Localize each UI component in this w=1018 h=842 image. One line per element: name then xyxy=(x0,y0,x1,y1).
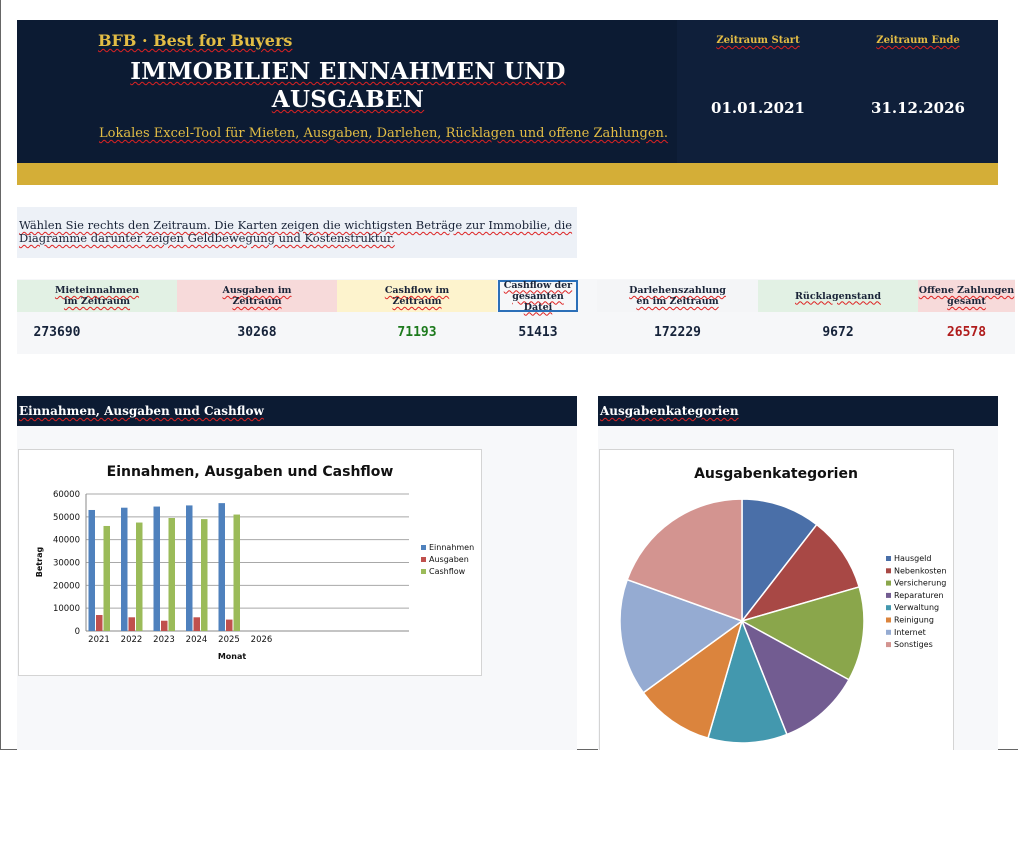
bar-ausgaben xyxy=(193,617,200,631)
kpi-value-2: 71193 xyxy=(397,325,437,340)
y-tick-label: 0 xyxy=(75,627,80,637)
legend-label: Reinigung xyxy=(894,616,934,625)
bar-einnahmen xyxy=(218,503,225,631)
bar-einnahmen xyxy=(121,507,128,631)
pie-slice-reparaturen xyxy=(740,619,850,736)
page-subtitle: Lokales Excel-Tool für Mieten, Ausgaben,… xyxy=(99,126,669,141)
bar-einnahmen xyxy=(153,506,160,631)
pie-slice-verwaltung xyxy=(707,618,788,744)
bar-einnahmen xyxy=(88,509,95,631)
period-panel xyxy=(677,20,998,163)
pie-slice-hausgeld xyxy=(741,498,818,624)
section-header-categories: Ausgabenkategorien xyxy=(598,396,998,426)
legend-label: Hausgeld xyxy=(894,554,931,563)
period-start-label: Zeitraum Start xyxy=(716,35,800,46)
pie-slice-reinigung xyxy=(642,619,744,740)
legend-label: Reparaturen xyxy=(894,591,944,600)
x-tick-label: 2024 xyxy=(186,635,208,645)
bar-cashflow xyxy=(103,525,110,631)
kpi-value-1: 30268 xyxy=(237,325,277,340)
pie-slice-versicherung xyxy=(740,586,865,681)
period-start-value[interactable]: 01.01.2021 xyxy=(711,99,805,117)
legend-swatch xyxy=(886,556,891,561)
y-tick-label: 60000 xyxy=(53,490,80,500)
legend-label: Sonstiges xyxy=(894,640,933,649)
chart-title: Einnahmen, Ausgaben und Cashflow xyxy=(107,464,394,480)
pie-slice-sonstiges xyxy=(626,498,743,623)
bar-ausgaben xyxy=(128,617,135,631)
bar-ausgaben xyxy=(226,619,233,631)
kpi-value-5: 9672 xyxy=(822,325,854,340)
pie-chart: Ausgabenkategorien Hausgeld Nebenkosten Ver… xyxy=(619,466,947,744)
bar-chart: Einnahmen, Ausgaben und Cashflow 0 10000 20… xyxy=(35,464,474,661)
legend-label: Verwaltung xyxy=(894,603,939,612)
y-tick-label: 10000 xyxy=(53,604,80,614)
period-end-label: Zeitraum Ende xyxy=(876,35,960,46)
legend-swatch xyxy=(421,545,426,550)
kpi-value-4: 172229 xyxy=(654,325,701,340)
accent-bar xyxy=(17,163,998,185)
bar-chart-box[interactable]: Einnahmen, Ausgaben und Cashflow 0 10000 20… xyxy=(18,449,482,676)
legend-swatch xyxy=(886,605,891,611)
x-tick-label: 2026 xyxy=(251,635,273,645)
kpi-label-6: Offene Zahlungen gesamt xyxy=(918,280,1015,312)
legend-swatch xyxy=(421,569,426,574)
x-tick-label: 2023 xyxy=(153,635,175,645)
bar-ausgaben xyxy=(161,620,168,631)
kpi-label-3[interactable]: Cashflow der gesamten Datei xyxy=(498,280,578,313)
legend-label: Versicherung xyxy=(894,579,946,588)
kpi-value-0: 273690 xyxy=(33,325,81,340)
kpi-label-2: Cashflow im Zeitraum xyxy=(337,280,497,312)
legend-swatch xyxy=(886,617,891,623)
kpi-value-3: 51413 xyxy=(518,325,558,340)
kpi-label-0: Mieteinnahmen im Zeitraum xyxy=(17,280,177,312)
y-tick-label: 40000 xyxy=(53,536,80,546)
brand-label: BFB · Best for Buyers xyxy=(98,31,293,50)
x-tick-label: 2025 xyxy=(218,635,240,645)
legend-swatch xyxy=(886,592,891,598)
intro-text: Wählen Sie rechts den Zeitraum. Die Kart… xyxy=(19,218,573,245)
period-end-value[interactable]: 31.12.2026 xyxy=(871,99,965,117)
kpi-label-1: Ausgaben im Zeitraum xyxy=(177,280,337,312)
legend-swatch xyxy=(886,629,891,635)
bar-ausgaben xyxy=(96,615,103,631)
bar-cashflow xyxy=(136,522,143,631)
x-tick-label: 2021 xyxy=(88,635,110,645)
chart-title: Ausgabenkategorien xyxy=(694,466,858,482)
pie-chart-box[interactable]: Ausgabenkategorien Hausgeld Nebenkosten Ver… xyxy=(599,449,954,750)
bar-cashflow xyxy=(233,514,240,631)
legend-label: Nebenkosten xyxy=(894,566,947,575)
legend-swatch xyxy=(886,642,891,648)
legend-swatch xyxy=(886,568,891,574)
legend-label: Einnahmen xyxy=(429,543,474,552)
pie-slice-nebenkosten xyxy=(739,523,861,623)
legend-label: Internet xyxy=(894,628,926,637)
legend-swatch xyxy=(886,580,891,586)
x-axis-label: Monat xyxy=(218,652,247,661)
legend-swatch xyxy=(421,557,426,562)
legend-label: Cashflow xyxy=(429,567,466,576)
y-tick-label: 30000 xyxy=(53,559,80,569)
legend-label: Ausgaben xyxy=(429,555,469,564)
kpi-label-4: Darlehenszahlung en im Zeitraum xyxy=(597,280,758,312)
y-tick-label: 20000 xyxy=(53,581,80,591)
y-tick-label: 50000 xyxy=(53,513,80,523)
bar-einnahmen xyxy=(186,505,193,631)
y-axis-label: Betrag xyxy=(35,547,44,578)
pie-slice-internet xyxy=(619,578,744,694)
kpi-value-6: 26578 xyxy=(946,325,987,340)
x-tick-label: 2022 xyxy=(121,635,143,645)
bar-cashflow xyxy=(168,517,175,631)
intro-box xyxy=(17,207,577,258)
kpi-label-5: Rücklagenstand xyxy=(758,280,918,312)
page-title: IMMOBILIEN EINNAHMEN UND AUSGABEN xyxy=(130,58,566,113)
section-header-cashflow: Einnahmen, Ausgaben und Cashflow xyxy=(17,396,577,426)
bar-cashflow xyxy=(201,519,208,631)
